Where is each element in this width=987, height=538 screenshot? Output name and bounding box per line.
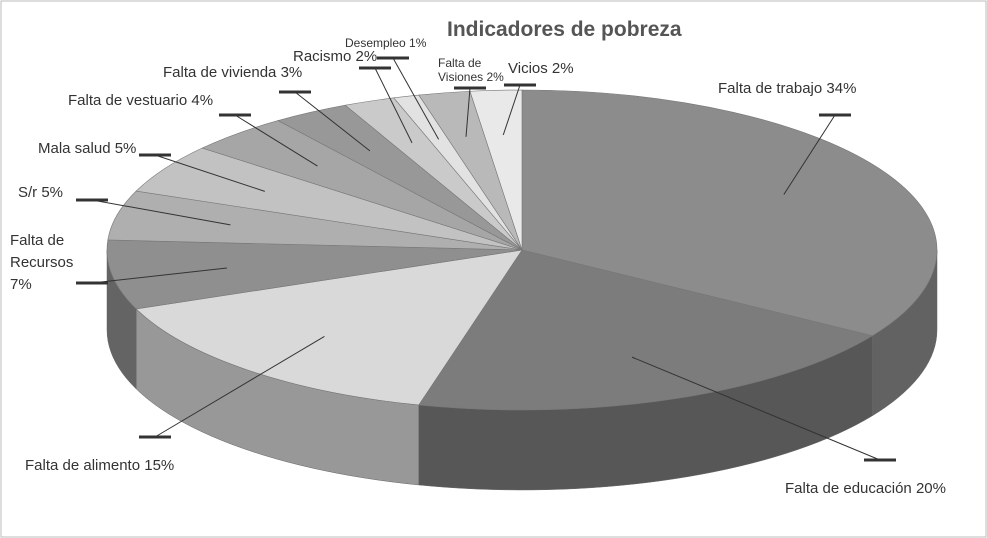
- pie-slice: [418, 249, 874, 411]
- slice-label: Racismo 2%: [293, 46, 377, 68]
- label-category: Desempleo: [345, 36, 406, 50]
- label-value: 2%: [355, 48, 378, 65]
- leader-line: [154, 154, 265, 192]
- label-category: S/r: [18, 184, 38, 201]
- leader-line: [502, 84, 521, 136]
- leader-line: [91, 199, 231, 226]
- slice-label: Falta de educación 20%: [785, 478, 946, 500]
- leader-line: [392, 57, 440, 140]
- leader-line: [374, 67, 413, 144]
- slice-label: Falta de alimento 15%: [25, 455, 174, 477]
- label-category: Falta de vivienda: [163, 64, 277, 81]
- label-category: Falta de vestuario: [68, 92, 188, 109]
- label-value: 20%: [915, 480, 946, 497]
- pie-slice: [135, 249, 523, 406]
- label-category: Falta de alimento: [25, 457, 141, 474]
- slice-label: S/r 5%: [18, 182, 63, 204]
- slice-label: Falta de Visiones 2%: [438, 56, 518, 84]
- leader-line: [294, 91, 371, 152]
- slice-label: Mala salud 5%: [38, 138, 136, 160]
- label-value: 5%: [41, 184, 64, 201]
- label-value: 3%: [280, 64, 303, 81]
- label-value: 7%: [10, 276, 32, 293]
- leader-line: [465, 87, 471, 137]
- slice-label: Vicios 2%: [508, 58, 574, 80]
- slice-label: Falta de Recursos 7%: [10, 230, 95, 296]
- leader-line: [91, 267, 227, 284]
- label-value: 5%: [114, 140, 137, 157]
- label-category: Vicios: [508, 60, 548, 77]
- label-category: Racismo: [293, 48, 352, 65]
- leader-line: [234, 114, 318, 167]
- label-category: Falta de Visiones: [438, 56, 484, 84]
- label-category: Mala salud: [38, 140, 111, 157]
- label-value: 4%: [191, 92, 214, 109]
- leader-line: [154, 335, 325, 438]
- label-category: Falta de trabajo: [718, 80, 823, 97]
- slice-label: Falta de vestuario 4%: [68, 90, 213, 112]
- pie-slice: [106, 239, 523, 310]
- pie-slice: [521, 89, 938, 337]
- chart-title: Indicadores de pobreza: [447, 18, 682, 41]
- label-category: Falta de educación: [785, 480, 912, 497]
- label-value: 34%: [826, 80, 857, 97]
- slice-label: Desempleo 1%: [345, 36, 426, 50]
- slice-label: Falta de vivienda 3%: [163, 62, 302, 84]
- label-category: Falta de Recursos: [10, 232, 74, 271]
- label-value: 1%: [409, 36, 427, 50]
- leader-line: [631, 356, 881, 461]
- label-value: 2%: [551, 60, 574, 77]
- slice-label: Falta de trabajo 34%: [718, 78, 856, 100]
- leader-line: [783, 114, 836, 195]
- label-value: 2%: [486, 70, 504, 84]
- label-value: 15%: [144, 457, 175, 474]
